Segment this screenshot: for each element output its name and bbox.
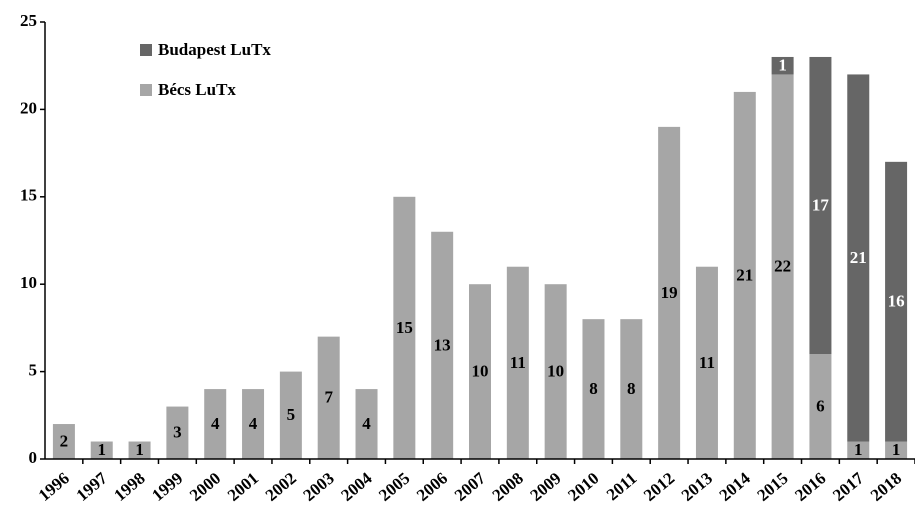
x-tick-label: 2001 [224,469,262,505]
x-tick-label: 2003 [300,469,338,505]
x-tick-label: 2016 [791,469,829,505]
bar-segment [128,441,151,459]
x-tick-label: 2008 [489,469,527,505]
y-tick-label: 20 [20,98,37,117]
x-tick-label: 2009 [526,469,564,505]
data-label: 3 [173,423,182,442]
data-label: 1 [892,440,901,459]
x-tick-label: 1999 [148,469,186,505]
bar-segment [166,406,189,459]
bar-segment [885,161,908,442]
data-label: 5 [287,405,296,424]
x-tick-label: 2002 [262,469,300,505]
x-tick-label: 2011 [603,469,641,505]
x-tick-label: 2017 [829,468,868,505]
bar-segment [733,91,756,460]
data-label: 11 [699,353,715,372]
x-tick-label: 2015 [753,469,791,505]
bar-segment [242,389,265,459]
bar-segment [279,371,302,459]
data-label: 6 [816,396,825,415]
data-label: 1 [135,440,144,459]
data-label: 7 [324,388,333,407]
x-tick-label: 1997 [73,468,112,505]
data-label: 8 [589,379,598,398]
bar-segment [620,319,643,459]
x-tick-label: 1998 [110,469,148,505]
bar-segment [90,441,113,459]
data-label: 16 [888,292,905,311]
bar-segment [506,266,529,459]
data-label: 15 [396,318,413,337]
bar-segment [204,389,227,459]
x-tick-label: 2004 [337,468,376,505]
bar-segment [771,56,794,75]
y-tick-label: 15 [20,186,37,205]
y-tick-label: 0 [29,448,38,467]
bar-segment [809,354,832,459]
x-tick-label: 2018 [867,469,905,505]
bar-segment [317,336,340,459]
data-label: 10 [472,362,489,381]
data-label: 13 [434,335,451,354]
legend-label: Bécs LuTx [158,80,236,99]
bar-segment [393,196,416,460]
bar-segment [809,56,832,355]
data-label: 17 [812,195,830,214]
x-tick-label: 2013 [678,469,716,505]
y-tick-label: 5 [29,361,38,380]
x-tick-label: 2007 [451,468,490,505]
bar-segment [355,389,378,459]
data-label: 21 [736,265,753,284]
y-tick-label: 25 [20,11,37,30]
bar-segment [544,284,567,459]
x-tick-label: 2014 [716,468,755,505]
legend-label: Budapest LuTx [158,40,271,59]
data-label: 1 [778,56,787,75]
data-label: 4 [211,414,220,433]
data-label: 11 [510,353,526,372]
bar-segment [469,284,491,459]
x-tick-label: 2010 [564,469,602,505]
data-label: 2 [60,431,69,450]
data-label: 8 [627,379,636,398]
data-label: 22 [774,257,791,276]
bar-segment [847,74,870,442]
x-tick-label: 2005 [375,469,413,505]
bar-segment [582,319,605,459]
x-tick-label: 2012 [640,469,678,505]
bar-segment [771,74,794,459]
y-tick-label: 10 [20,273,37,292]
bar-segment [658,126,681,459]
bar-segment [847,441,870,459]
data-label: 21 [850,248,867,267]
legend-swatch [140,84,152,96]
data-label: 4 [249,414,258,433]
bar-segment [885,441,908,459]
data-label: 19 [661,283,678,302]
data-label: 1 [854,440,863,459]
x-tick-label: 2000 [186,469,224,505]
data-label: 4 [362,414,371,433]
bar-segment [431,231,454,459]
x-tick-label: 2006 [413,469,451,505]
bar-segment [695,266,718,459]
x-tick-label: 1996 [35,469,73,505]
data-label: 1 [97,440,106,459]
data-label: 10 [547,362,564,381]
legend-swatch [140,44,152,56]
bar-segment [52,424,75,459]
